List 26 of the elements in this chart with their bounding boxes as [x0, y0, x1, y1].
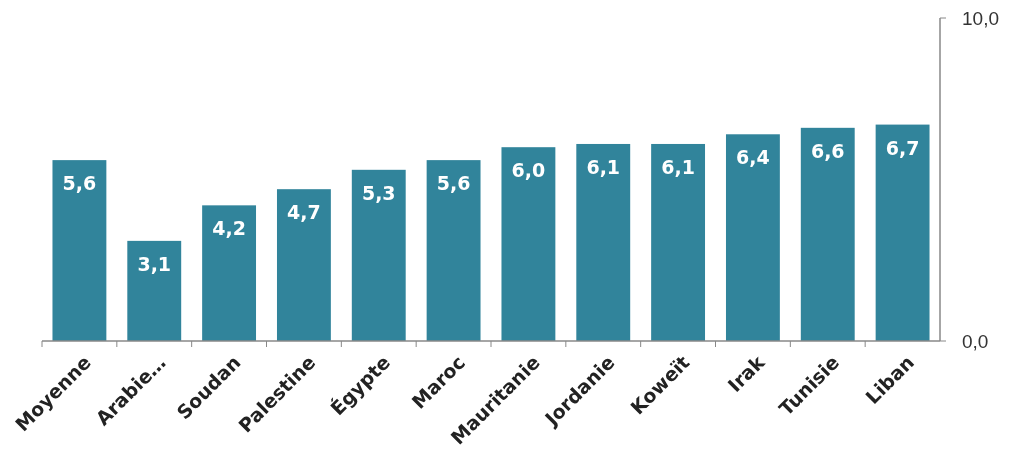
data-label: 5,3 — [361, 181, 396, 204]
bar — [725, 134, 780, 341]
data-label: 6,7 — [885, 136, 920, 159]
y-tick-label: 10,0 — [962, 7, 999, 29]
data-label: 3,1 — [137, 252, 172, 275]
data-label: 6,4 — [736, 146, 770, 169]
y-tick-label: 0,0 — [962, 330, 989, 352]
data-label: 6,0 — [511, 159, 546, 182]
data-label: 6,1 — [661, 155, 695, 178]
bar — [52, 160, 107, 341]
data-label: 4,7 — [287, 201, 321, 224]
bar — [800, 127, 855, 341]
data-label: 5,6 — [62, 172, 97, 195]
bar — [351, 169, 406, 341]
bar — [875, 124, 930, 341]
data-label: 4,2 — [212, 217, 246, 240]
data-label: 6,1 — [586, 155, 621, 178]
bar — [276, 189, 331, 341]
bar — [501, 147, 556, 341]
bar — [576, 143, 631, 341]
bar — [426, 160, 481, 341]
bar — [127, 240, 182, 341]
data-label: 6,6 — [810, 139, 845, 162]
bar — [651, 143, 706, 341]
data-label: 5,6 — [436, 172, 471, 195]
bar — [202, 205, 257, 341]
